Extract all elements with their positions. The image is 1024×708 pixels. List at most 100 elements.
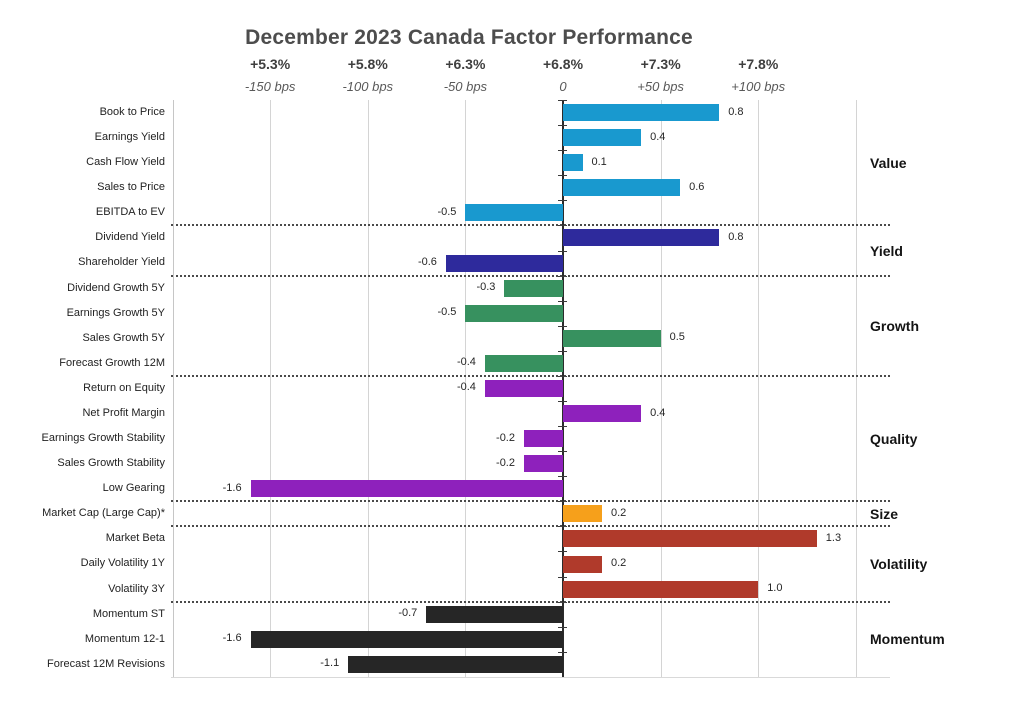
group-label-growth: Growth bbox=[870, 317, 919, 334]
gridline--100bps bbox=[367, 100, 369, 677]
bar-value-label: 0.2 bbox=[611, 506, 627, 519]
factor-label: Momentum ST bbox=[92, 607, 165, 620]
factor-bar bbox=[524, 430, 563, 448]
bar-value-label: 0.6 bbox=[689, 180, 705, 193]
factor-label: Momentum 12-1 bbox=[84, 632, 165, 645]
factor-bar bbox=[504, 279, 563, 297]
factor-label: Market Beta bbox=[105, 532, 165, 545]
factor-label: Sales Growth 5Y bbox=[82, 331, 165, 344]
factor-label: Book to Price bbox=[99, 106, 165, 118]
gridline-100bps bbox=[758, 100, 760, 677]
zero-axis-tick bbox=[558, 125, 567, 127]
axis-bps-label: -100 bps bbox=[342, 79, 394, 94]
axis-pct-label: +6.3% bbox=[445, 56, 486, 72]
factor-bar bbox=[563, 229, 720, 247]
bar-value-label: -0.2 bbox=[496, 456, 515, 469]
zero-axis-tick bbox=[558, 576, 567, 578]
axis-bps-label: -150 bps bbox=[244, 79, 296, 94]
factor-label: Earnings Growth 5Y bbox=[66, 306, 165, 319]
axis-bps-label: +50 bps bbox=[637, 79, 684, 94]
gridline--150bps bbox=[270, 100, 272, 677]
zero-axis-tick bbox=[558, 300, 567, 302]
bar-value-label: -0.5 bbox=[437, 306, 457, 319]
factor-label: Dividend Growth 5Y bbox=[67, 281, 165, 294]
factor-bar bbox=[484, 379, 563, 397]
group-separator bbox=[171, 600, 890, 603]
gridline--200bps bbox=[172, 100, 174, 677]
factor-label: Net Profit Margin bbox=[82, 406, 165, 419]
group-separator bbox=[171, 500, 890, 503]
zero-axis-tick bbox=[558, 551, 567, 553]
group-label-size: Size bbox=[870, 505, 899, 522]
zero-axis-tick bbox=[558, 200, 567, 202]
bar-value-label: -1.1 bbox=[320, 657, 340, 670]
zero-axis-tick bbox=[558, 325, 567, 327]
factor-label: EBITDA to EV bbox=[95, 206, 165, 219]
zero-axis-tick bbox=[558, 350, 567, 352]
zero-axis-tick bbox=[558, 651, 567, 653]
group-separator bbox=[171, 274, 890, 277]
bar-value-label: 0.4 bbox=[650, 406, 666, 419]
factor-label: Forecast Growth 12M bbox=[59, 356, 165, 369]
zero-axis bbox=[562, 100, 564, 677]
factor-bar bbox=[563, 505, 602, 523]
bar-value-label: 0.8 bbox=[728, 105, 744, 118]
axis-pct-label: +6.8% bbox=[542, 56, 584, 72]
factor-bar bbox=[563, 154, 583, 172]
bar-value-label: 0.1 bbox=[591, 155, 607, 168]
factor-bar bbox=[465, 204, 563, 222]
group-label-yield: Yield bbox=[870, 242, 903, 259]
zero-axis-tick bbox=[558, 250, 567, 252]
bar-value-label: -0.6 bbox=[417, 256, 437, 268]
bar-value-label: 0.8 bbox=[728, 230, 744, 243]
factor-label: Sales Growth Stability bbox=[57, 457, 165, 470]
gridline-50bps bbox=[660, 100, 662, 677]
axis-pct-label: +7.3% bbox=[640, 56, 681, 72]
group-separator bbox=[171, 374, 890, 377]
factor-label: Earnings Growth Stability bbox=[41, 432, 166, 445]
factor-label: Return on Equity bbox=[83, 381, 165, 394]
axis-bps-label: 0 bbox=[559, 79, 567, 94]
axis-pct-label: +5.8% bbox=[347, 56, 388, 72]
axis-bps-label: +100 bps bbox=[731, 79, 786, 94]
factor-bar bbox=[445, 254, 563, 272]
factor-label: Shareholder Yield bbox=[78, 256, 165, 269]
factor-label: Earnings Yield bbox=[94, 131, 165, 144]
bar-value-label: 0.4 bbox=[650, 130, 666, 143]
bar-value-label: -0.4 bbox=[456, 381, 476, 394]
factor-label: Sales to Price bbox=[97, 181, 165, 194]
chart-title: December 2023 Canada Factor Performance bbox=[245, 26, 693, 49]
factor-bar bbox=[563, 555, 602, 573]
zero-axis-tick bbox=[558, 451, 567, 453]
factor-bar bbox=[524, 455, 563, 473]
factor-label: Market Cap (Large Cap)* bbox=[42, 507, 165, 520]
factor-bar bbox=[484, 354, 563, 372]
group-label-quality: Quality bbox=[870, 430, 918, 447]
group-label-volatility: Volatility bbox=[870, 556, 928, 572]
group-label-momentum: Momentum bbox=[870, 631, 945, 648]
zero-axis-tick bbox=[558, 175, 567, 177]
gridline--50bps bbox=[465, 100, 467, 677]
gridline-150bps bbox=[855, 100, 857, 677]
factor-bar bbox=[563, 530, 817, 548]
zero-axis-tick bbox=[558, 476, 567, 478]
factor-bar bbox=[348, 655, 563, 673]
axis-pct-label: +5.3% bbox=[250, 56, 291, 72]
zero-axis-tick bbox=[558, 626, 567, 628]
bar-value-label: 1.3 bbox=[825, 531, 842, 544]
bar-value-label: -0.5 bbox=[437, 205, 457, 218]
factor-bar bbox=[563, 405, 642, 422]
group-separator bbox=[171, 224, 890, 227]
factor-label: Forecast 12M Revisions bbox=[47, 657, 165, 670]
axis-bps-label: -50 bps bbox=[443, 79, 488, 94]
factor-bar bbox=[563, 129, 642, 147]
zero-axis-tick bbox=[558, 401, 567, 402]
bar-value-label: -0.4 bbox=[456, 356, 476, 369]
zero-axis-tick bbox=[558, 426, 567, 427]
factor-bar bbox=[250, 630, 563, 648]
factor-label: Low Gearing bbox=[102, 482, 165, 495]
factor-bar bbox=[563, 329, 661, 347]
factor-bar bbox=[563, 580, 759, 598]
zero-axis-tick bbox=[558, 150, 567, 152]
bar-value-label: 0.5 bbox=[669, 331, 685, 344]
